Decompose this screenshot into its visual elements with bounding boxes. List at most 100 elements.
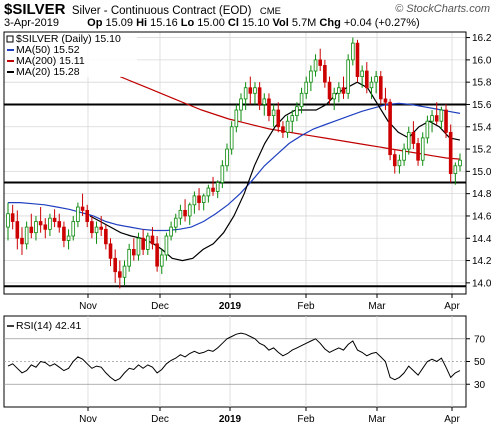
candle-body [420,137,425,161]
candle-body [341,87,346,94]
rsi-x-tick-label: Nov [79,414,97,425]
candle [351,37,355,66]
candle-body [351,42,355,61]
candle [416,137,420,166]
ma50-line [8,102,461,232]
candle [434,102,439,125]
candle [187,202,192,225]
candle-body [406,131,411,150]
candle [38,207,43,233]
candle-body [369,81,374,89]
candle-body [6,213,10,228]
candle-body [309,70,313,83]
candle [183,199,187,222]
candles [6,37,462,289]
rsi-series-line [7,332,461,382]
legend-ma20: MA(20) 15.28 [7,66,80,78]
candle [243,82,248,111]
candle-body [285,120,290,133]
x-tick-label: Dec [151,301,169,312]
candle [215,180,220,199]
candle-body [85,209,90,222]
candle [108,238,113,267]
candle [229,121,234,155]
high-label: Hi [136,17,148,29]
rsi-x-tick-label: Apr [444,414,460,425]
candle-body [295,106,299,117]
candle-body [253,87,257,94]
rsi-tick-label: 70 [474,334,486,345]
candle-body [150,235,155,245]
price-tick-label: 16.2 [472,33,492,44]
candle [169,221,173,241]
candle [411,121,416,150]
close-value: 15.10 [241,17,270,29]
candle-body [416,143,420,161]
candle-body [318,59,323,66]
rsi-y-ticks: 30 50 70 [466,334,486,391]
candle-body [290,115,295,122]
candle-body [439,109,444,122]
candle [257,82,262,111]
candle-body [304,81,309,94]
quote-row: 3-Apr-2019 Op 15.09 Hi 15.16 Lo 15.00 Cl… [4,17,420,29]
candle-body [29,226,34,234]
x-tick-label: Mar [368,301,386,312]
rsi-line [7,332,461,382]
candle [150,227,155,250]
x-tick-label: 2019 [219,301,242,312]
candle-body [155,243,159,267]
candle [253,82,257,105]
candle [444,104,448,138]
candle [285,115,290,138]
open-value: 15.09 [105,17,134,29]
candle-body [388,101,392,156]
legend-ma200: MA(200) 15.11 [7,55,85,67]
candle [141,229,145,255]
candle-body [271,109,276,117]
rsi-x-tick-label: Dec [151,414,169,425]
candle [104,224,108,250]
exchange: CME [259,6,282,17]
candle [425,115,430,144]
candle-body [397,159,402,167]
price-tick-label: 15.4 [472,122,492,133]
candle [192,191,197,214]
candle [267,93,271,122]
candle-body [299,92,304,108]
candle-body [229,126,234,150]
legend-ma50-label: MA(50) 15.52 [16,44,80,56]
candle-body [173,217,178,228]
candle-body [104,228,108,245]
legend-price: $SILVER (Daily) 15.10 [6,33,121,45]
candle [383,87,388,111]
candle [332,87,336,111]
candle-body [267,98,271,117]
candle-body [66,235,71,241]
candle-body [425,120,430,139]
candle-body [145,235,150,250]
candle-body [38,221,43,226]
brand-label: © StockCharts.com [395,3,490,15]
rsi-legend-label: RSI(14) 42.41 [16,320,82,332]
candle-body [108,243,113,259]
candle [337,82,341,103]
low-value: 15.00 [197,17,225,29]
candle [99,215,103,237]
close-label: Cl [227,17,239,29]
candle-body [360,70,364,77]
candle-body [402,148,406,161]
candle-body [99,226,103,230]
candle [20,227,24,255]
candle [406,126,411,155]
candle-body [113,257,117,273]
candle-body [453,165,458,174]
candle-body [448,131,453,174]
candle-body [192,195,197,206]
candle [355,39,360,83]
candle [127,243,131,272]
candle-body [71,221,76,237]
candle [197,188,201,211]
candle-body [62,226,66,241]
